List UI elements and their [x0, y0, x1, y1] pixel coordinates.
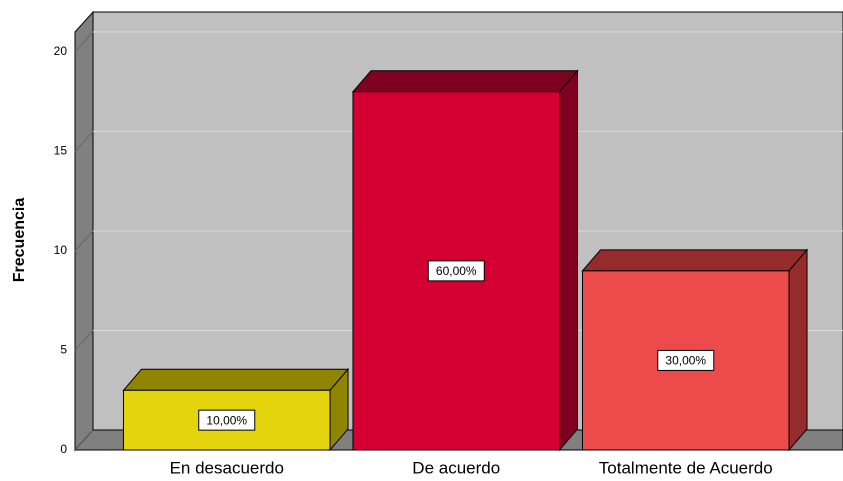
data-label-box — [427, 260, 485, 282]
x-tick-label: Totalmente de Acuerdo — [599, 458, 773, 477]
x-tick-label: En desacuerdo — [170, 458, 284, 477]
data-label: 60,00% — [436, 264, 477, 278]
left-wall — [74, 10, 94, 452]
tick-mark — [74, 131, 94, 152]
data-label: 30,00% — [665, 354, 706, 368]
tick-mark — [74, 230, 94, 252]
y-tick-label: 15 — [54, 144, 68, 158]
bar-top — [122, 368, 350, 391]
y-tick-label: 5 — [60, 343, 67, 357]
tick-mark — [74, 429, 94, 451]
data-label-box — [657, 349, 715, 371]
bar-side — [559, 69, 579, 452]
y-axis-title: Frecuencia — [11, 198, 28, 283]
bar-top — [351, 70, 579, 93]
y-tick-label: 0 — [60, 442, 67, 456]
data-label-box — [198, 409, 256, 431]
y-tick-label: 20 — [54, 44, 68, 58]
bar-top — [581, 249, 809, 272]
tick-mark — [74, 31, 94, 53]
data-label: 10,00% — [206, 413, 247, 427]
bar-side — [788, 248, 808, 452]
y-tick-label: 10 — [54, 243, 68, 257]
x-tick-label: De acuerdo — [412, 458, 500, 477]
tick-mark — [74, 330, 94, 351]
